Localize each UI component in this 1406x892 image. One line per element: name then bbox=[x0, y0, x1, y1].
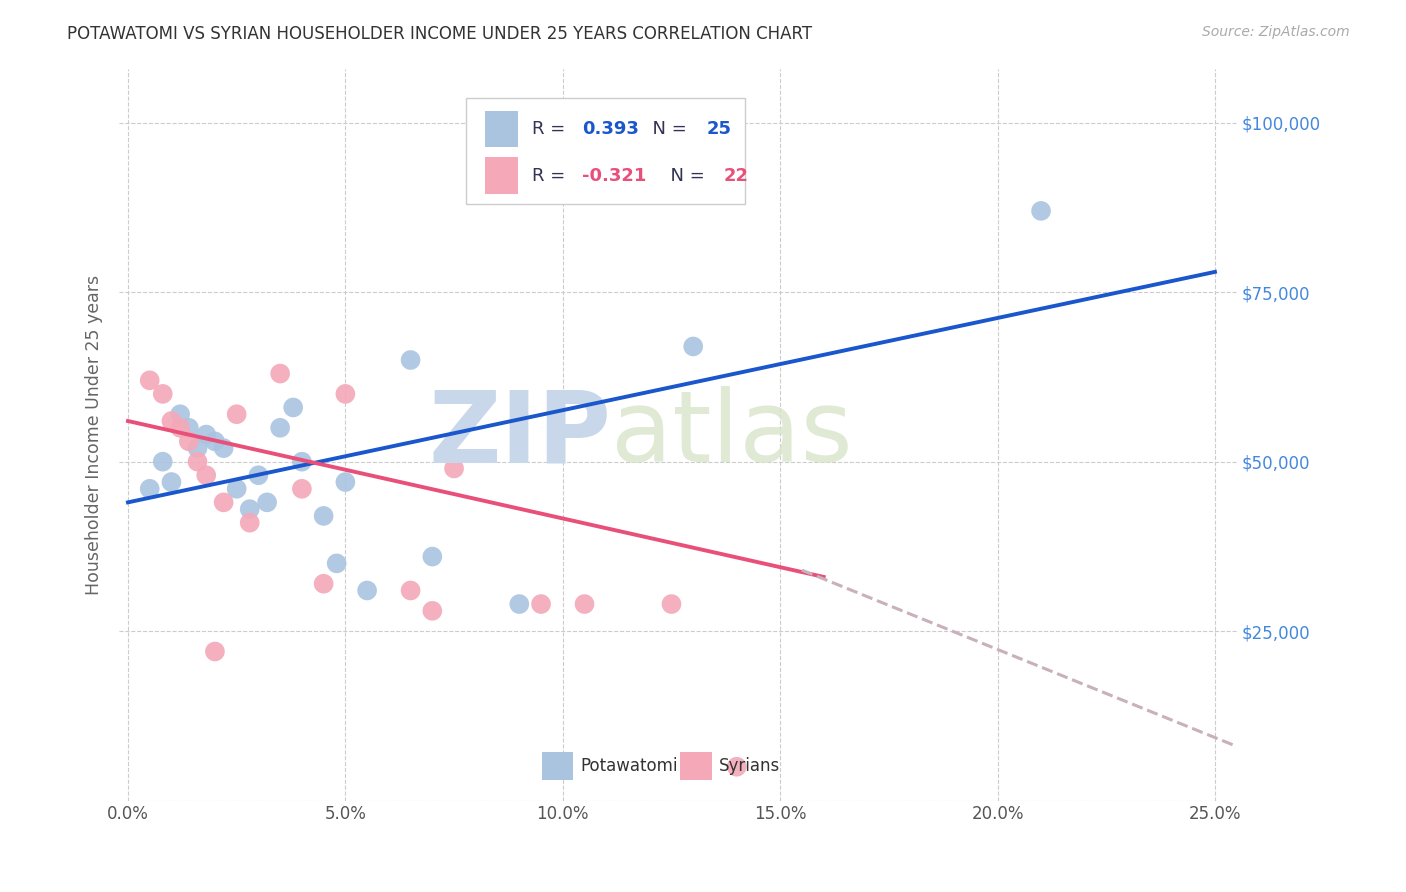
Text: R =: R = bbox=[531, 120, 571, 138]
Point bbox=[420, 604, 443, 618]
Point bbox=[138, 373, 160, 387]
Point bbox=[152, 455, 174, 469]
Point bbox=[312, 508, 335, 523]
FancyBboxPatch shape bbox=[465, 98, 745, 204]
Point bbox=[399, 583, 422, 598]
Point bbox=[291, 482, 314, 496]
Text: Syrians: Syrians bbox=[720, 757, 780, 775]
Point bbox=[177, 421, 200, 435]
Text: 0.393: 0.393 bbox=[582, 120, 638, 138]
Point bbox=[508, 597, 530, 611]
Point bbox=[239, 516, 262, 530]
Point bbox=[661, 597, 683, 611]
Y-axis label: Householder Income Under 25 years: Householder Income Under 25 years bbox=[86, 275, 103, 595]
Point bbox=[312, 576, 335, 591]
Point bbox=[212, 441, 235, 455]
Point bbox=[169, 407, 191, 421]
Point bbox=[152, 387, 174, 401]
Text: N =: N = bbox=[659, 167, 710, 185]
Point bbox=[291, 455, 314, 469]
Point bbox=[138, 482, 160, 496]
Point bbox=[212, 495, 235, 509]
Point bbox=[325, 557, 347, 571]
Point bbox=[204, 434, 226, 449]
Point bbox=[335, 387, 357, 401]
Text: N =: N = bbox=[641, 120, 693, 138]
Point bbox=[177, 434, 200, 449]
Point bbox=[169, 421, 191, 435]
Point bbox=[186, 455, 208, 469]
Point bbox=[186, 441, 208, 455]
Point bbox=[725, 760, 748, 774]
Point bbox=[239, 502, 262, 516]
Point bbox=[225, 407, 247, 421]
Point bbox=[443, 461, 465, 475]
Point bbox=[247, 468, 270, 483]
Text: 25: 25 bbox=[707, 120, 733, 138]
Text: Source: ZipAtlas.com: Source: ZipAtlas.com bbox=[1202, 25, 1350, 39]
FancyBboxPatch shape bbox=[485, 111, 519, 147]
Point bbox=[269, 367, 291, 381]
Point bbox=[160, 414, 183, 428]
Text: Potawatomi: Potawatomi bbox=[581, 757, 678, 775]
Point bbox=[574, 597, 596, 611]
Point bbox=[269, 421, 291, 435]
Point bbox=[283, 401, 305, 415]
FancyBboxPatch shape bbox=[541, 752, 574, 780]
Text: R =: R = bbox=[531, 167, 571, 185]
Text: -0.321: -0.321 bbox=[582, 167, 647, 185]
Text: 22: 22 bbox=[724, 167, 749, 185]
Point bbox=[682, 339, 704, 353]
Point bbox=[195, 427, 218, 442]
Point bbox=[420, 549, 443, 564]
Point bbox=[335, 475, 357, 489]
Text: atlas: atlas bbox=[612, 386, 852, 483]
Point bbox=[1029, 203, 1052, 218]
FancyBboxPatch shape bbox=[485, 157, 519, 194]
Point bbox=[160, 475, 183, 489]
Point bbox=[204, 644, 226, 658]
Point bbox=[356, 583, 378, 598]
Point bbox=[256, 495, 278, 509]
Text: POTAWATOMI VS SYRIAN HOUSEHOLDER INCOME UNDER 25 YEARS CORRELATION CHART: POTAWATOMI VS SYRIAN HOUSEHOLDER INCOME … bbox=[67, 25, 813, 43]
Point bbox=[530, 597, 553, 611]
Point bbox=[225, 482, 247, 496]
Text: ZIP: ZIP bbox=[427, 386, 612, 483]
FancyBboxPatch shape bbox=[681, 752, 711, 780]
Point bbox=[399, 353, 422, 368]
Point bbox=[195, 468, 218, 483]
